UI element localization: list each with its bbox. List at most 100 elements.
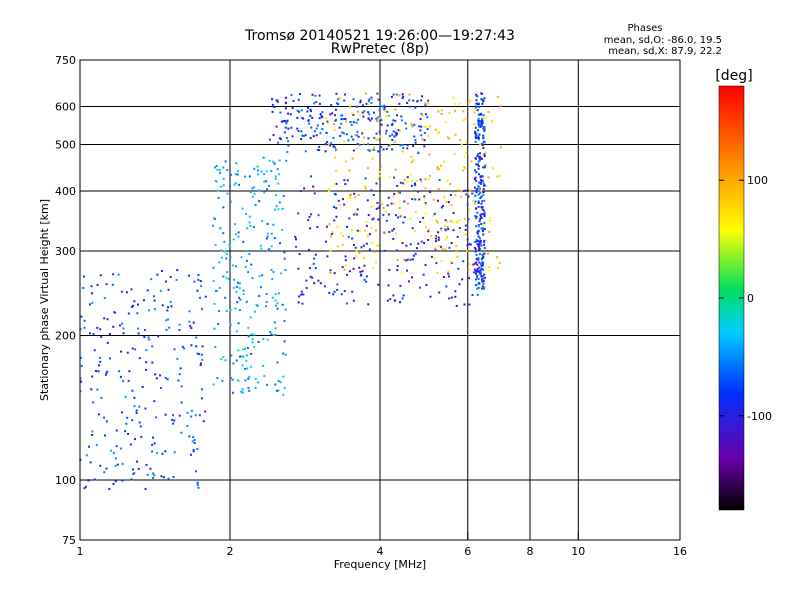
echo-point [151, 443, 154, 446]
echo-point [114, 464, 117, 467]
echo-point [462, 119, 465, 122]
echo-point [386, 124, 389, 127]
echo-point [386, 110, 389, 113]
echo-point [411, 144, 414, 147]
echo-point [212, 266, 215, 269]
echo-point [283, 319, 286, 322]
echo-point [259, 244, 262, 247]
echo-point [242, 355, 245, 358]
echo-point [410, 184, 413, 187]
echo-point [444, 219, 447, 222]
echo-point [483, 273, 486, 276]
echo-point [475, 99, 478, 102]
echo-point [302, 117, 305, 120]
echo-point [352, 267, 355, 270]
echo-point [344, 264, 347, 267]
echo-point [477, 119, 480, 122]
echo-point [335, 102, 338, 105]
echo-point [177, 379, 180, 382]
echo-point [379, 135, 382, 138]
echo-point [308, 122, 311, 125]
echo-point [352, 121, 355, 124]
echo-point [167, 306, 170, 309]
echo-point [130, 478, 133, 481]
echo-point [388, 231, 391, 234]
echo-point [178, 414, 181, 417]
echo-point [480, 217, 483, 220]
echo-point [475, 270, 478, 273]
echo-point [486, 185, 489, 188]
echo-point [435, 240, 438, 243]
echo-point [370, 189, 373, 192]
echo-point [269, 331, 272, 334]
echo-point [150, 278, 153, 281]
echo-point [258, 294, 261, 297]
echo-point [421, 114, 424, 117]
echo-point [283, 340, 286, 343]
y-axis-ticks: 75 100 200 300 400 500 600 750 [55, 54, 88, 547]
echo-point [360, 246, 363, 249]
echo-point [389, 144, 392, 147]
echo-point [449, 193, 452, 196]
echo-point [397, 216, 400, 219]
echo-point [488, 230, 491, 233]
echo-point [96, 388, 99, 391]
echo-point [178, 373, 181, 376]
echo-point [214, 179, 217, 182]
echo-point [477, 163, 480, 166]
echo-point [188, 435, 191, 438]
echo-point [278, 173, 281, 176]
echo-point [252, 345, 255, 348]
echo-point [363, 278, 366, 281]
echo-point [273, 321, 276, 324]
echo-point [238, 355, 241, 358]
echo-point [161, 269, 164, 272]
echo-point [272, 334, 275, 337]
echo-point [477, 117, 480, 120]
echo-point [377, 150, 380, 153]
echo-point [348, 217, 351, 220]
echo-point [483, 166, 486, 169]
echo-point [276, 168, 279, 171]
echo-point [325, 117, 328, 120]
echo-point [482, 287, 485, 290]
echo-point [190, 415, 193, 418]
echo-point [237, 322, 240, 325]
echo-point [474, 248, 477, 251]
echo-point [355, 105, 358, 108]
echo-point [377, 283, 380, 286]
echo-point [254, 203, 257, 206]
echo-point [342, 198, 345, 201]
echo-point [390, 123, 393, 126]
echo-point [374, 229, 377, 232]
echo-point [171, 418, 174, 421]
echo-point [333, 290, 336, 293]
echo-point [488, 269, 491, 272]
echo-point [127, 379, 130, 382]
echo-point [450, 296, 453, 299]
echo-point [220, 249, 223, 252]
echo-point [108, 357, 111, 360]
echo-point [462, 110, 465, 113]
echo-point [337, 199, 340, 202]
echo-point [248, 221, 251, 224]
echo-point [181, 345, 184, 348]
echo-point [212, 224, 215, 227]
echo-point [365, 280, 368, 283]
echo-point [396, 265, 399, 268]
echo-point [229, 376, 232, 379]
echo-point [335, 92, 338, 95]
echo-point [466, 250, 469, 253]
echo-point [479, 148, 482, 151]
echo-point [299, 190, 302, 193]
echo-point [483, 241, 486, 244]
echo-point [477, 160, 480, 163]
echo-point [310, 213, 313, 216]
echo-point [477, 257, 480, 260]
echo-point [476, 109, 479, 112]
echo-point [188, 310, 191, 313]
echo-point [318, 145, 321, 148]
echo-point [178, 328, 181, 331]
echo-point [477, 202, 480, 205]
echo-point [132, 473, 135, 476]
